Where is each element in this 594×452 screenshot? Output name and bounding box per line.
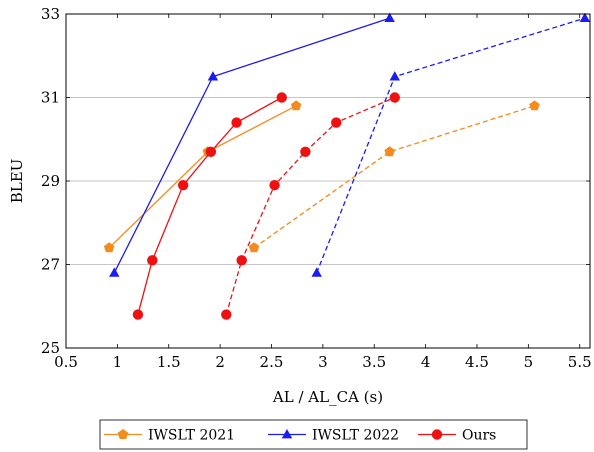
legend-marker [431,429,443,440]
legend: IWSLT 2021 IWSLT 2022 Ours [99,419,528,450]
data-point [236,255,247,266]
data-point [529,100,540,111]
series-ours-solid [132,92,287,320]
y-tick-label: 27 [41,256,60,274]
series-line [316,17,586,274]
legend-marker [117,429,129,439]
series-ours-dashed [221,92,400,320]
data-point [389,71,401,81]
x-tick-label: 2.5 [260,353,284,371]
data-point [248,242,260,253]
y-tick-label: 25 [41,339,60,357]
data-point [384,146,395,157]
data-point [276,92,287,103]
data-point [221,309,232,320]
x-tick-label: 1 [113,353,123,371]
data-point [132,309,144,320]
series-iwslt-2021-dashed [248,100,540,253]
series-line [225,96,396,315]
data-point [300,146,311,157]
legend-label: Ours [462,428,496,444]
x-tick-label: 2 [215,353,225,371]
x-tick-label: 4.5 [465,353,489,371]
legend-marker [281,429,293,439]
data-point [205,146,217,157]
data-point [103,242,115,253]
x-tick-label: 4 [421,353,431,371]
data-point [331,117,342,128]
grid-lines [66,97,590,265]
series-line [113,17,390,274]
data-point [579,12,591,23]
data-point [177,179,189,191]
data-point [147,255,158,266]
y-tick-label: 31 [41,89,60,107]
data-point [311,267,322,277]
data-point [109,267,120,277]
y-tick-label: 33 [41,5,60,23]
x-axis-label: AL / AL_CA (s) [272,388,383,406]
data-point [389,92,400,103]
x-tick-label: 3 [318,353,328,371]
series-line [253,105,535,249]
x-tick-label: 5 [524,353,534,371]
x-tick-label: 0.5 [54,353,78,371]
series-iwslt-2022-solid [109,12,395,277]
data-point [269,179,280,191]
legend-label: IWSLT 2021 [148,428,235,444]
y-tick-label: 29 [41,172,60,190]
series-iwslt-2021-solid [103,100,302,253]
legend-label: IWSLT 2022 [312,428,399,444]
data-point [207,71,219,81]
data-point [290,100,302,111]
data-point [231,117,242,128]
x-tick-label: 3.5 [362,353,386,371]
series-iwslt-2022-dashed [311,12,591,277]
axis-ticks: 0.5 1 1.5 2 2.5 3 3.5 4 4.5 5 5.5 25 27 29 31 33 [41,5,592,371]
x-tick-label: 5.5 [568,353,592,371]
y-axis-label: BLEU [8,159,26,204]
x-tick-label: 1.5 [157,353,181,371]
series-line [137,96,283,315]
data-point [384,12,395,23]
series-layer [103,12,591,320]
